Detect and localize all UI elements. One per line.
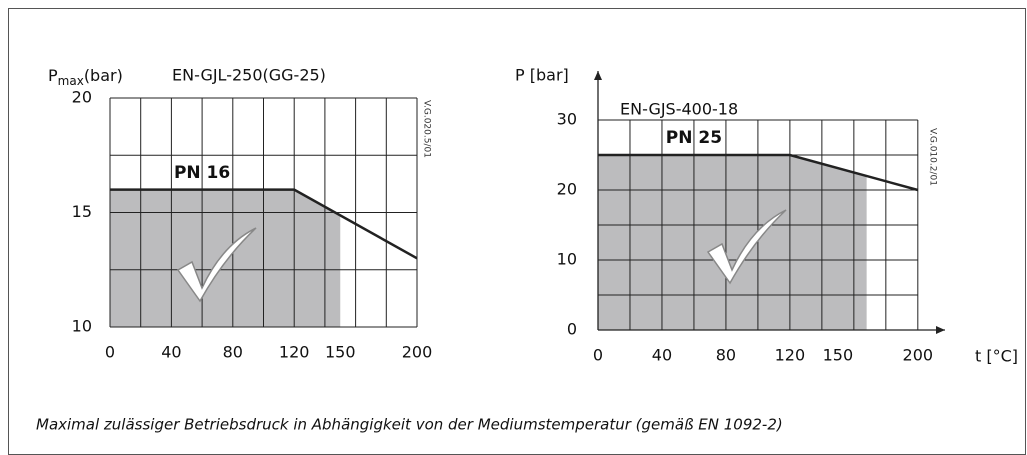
y-label-main: P (48, 66, 58, 85)
safe-area (598, 155, 867, 330)
checkmark (706, 209, 787, 285)
checkmarks (176, 209, 787, 303)
y-label-sub: max (58, 74, 84, 88)
chart-title: EN-GJS-400-18 (620, 100, 738, 119)
x-tick-label: 200 (903, 346, 934, 365)
x-tick-label: 80 (716, 346, 736, 365)
chart: t [°C] 0 40 80 120 150 200 0 10 20 30 P [bar] EN-GJS… (515, 66, 1018, 366)
checkmark (176, 227, 257, 303)
x-arrow (936, 326, 945, 334)
x-tick-label: 120 (775, 346, 806, 365)
x-tick-label: 0 (593, 346, 603, 365)
x-tick-label: 150 (325, 343, 356, 362)
pressure-class: PN 25 (666, 128, 722, 148)
x-tick-label: 0 (105, 343, 115, 362)
x-tick-label: 200 (402, 343, 433, 362)
x-axis-label: t [°C] (975, 347, 1018, 366)
x-tick-label: 40 (161, 343, 181, 362)
pressure-line (598, 153, 919, 192)
x-tick-label: 150 (823, 346, 854, 365)
figure-code: V.G.020.5/01 (422, 100, 432, 158)
y-tick-label: 30 (557, 110, 577, 129)
y-axis-label: P [bar] (515, 66, 569, 85)
figure-code: V.G.010.2/01 (928, 128, 938, 186)
pressure-class: PN 16 (174, 163, 230, 183)
y-tick-label: 10 (72, 317, 92, 336)
x-tick-label: 80 (223, 343, 243, 362)
pressure-line (110, 188, 418, 260)
caption: Maximal zulässiger Betriebsdruck in Abhä… (36, 416, 783, 434)
y-tick-label: 20 (557, 180, 577, 199)
x-tick-label: 120 (279, 343, 310, 362)
y-tick-label: 15 (72, 202, 92, 221)
y-arrow (594, 71, 602, 80)
y-label-rest: (bar) (84, 66, 123, 85)
y-tick-label: 10 (557, 250, 577, 269)
y-tick-label: 20 (72, 88, 92, 107)
x-tick-label: 40 (652, 346, 672, 365)
chart-title: EN-GJL-250(GG-25) (172, 66, 326, 85)
y-tick-label: 0 (567, 320, 577, 339)
y-axis-label: Pmax(bar) (48, 66, 123, 88)
